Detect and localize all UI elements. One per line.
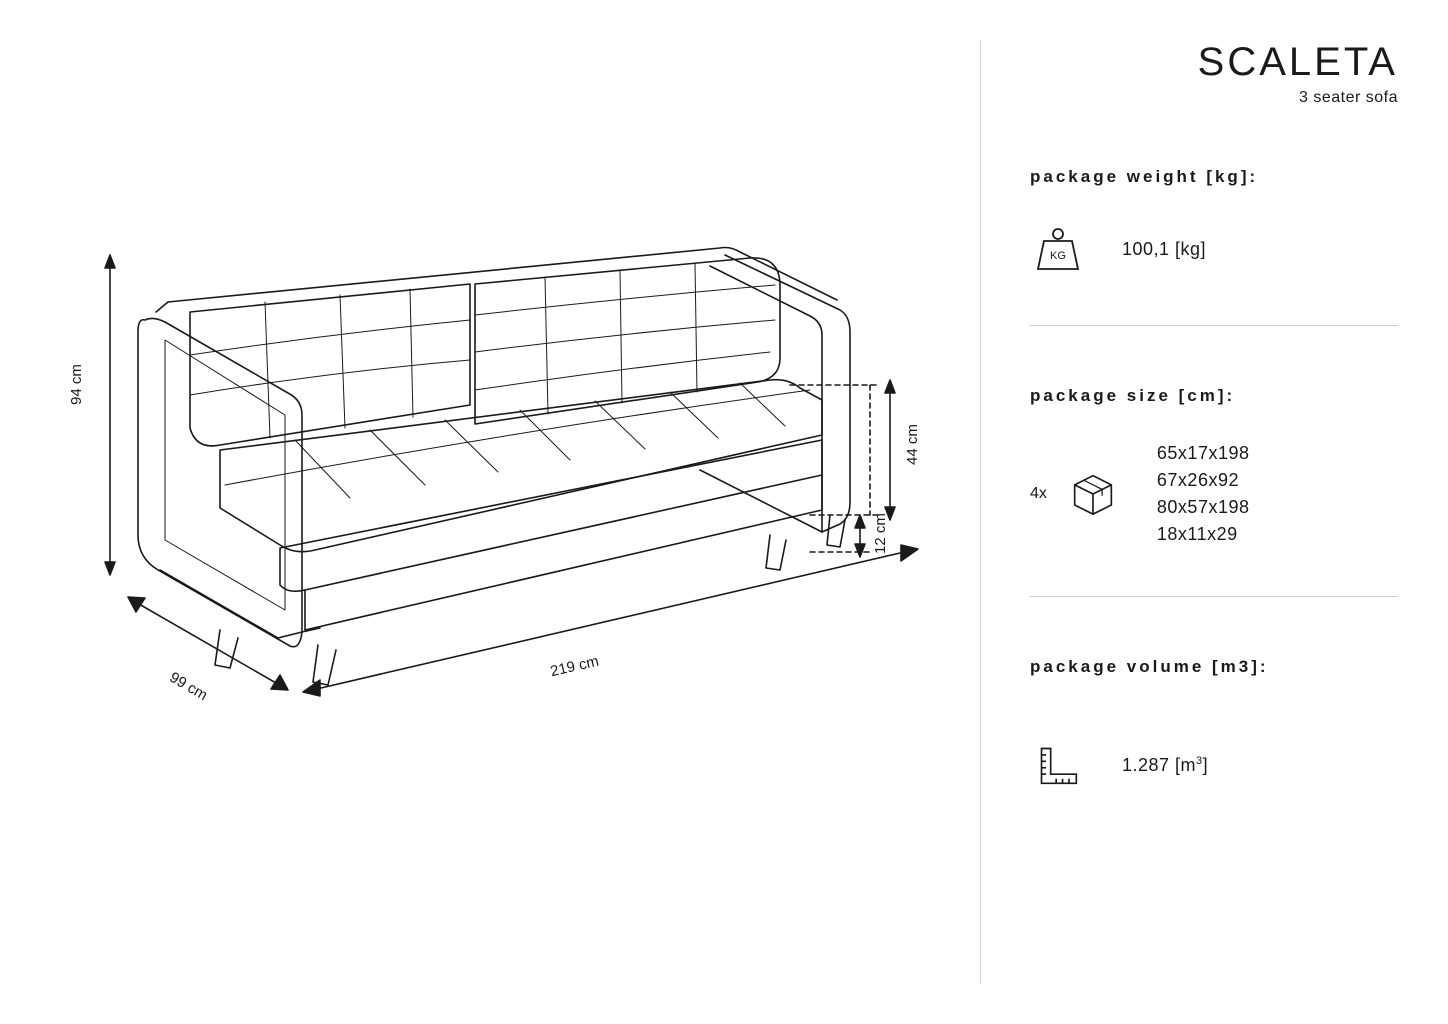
spec-weight-value: 100,1 [kg]	[1122, 239, 1206, 260]
dim-height: 94 cm	[68, 364, 85, 405]
dim-seat-height: 44 cm	[904, 424, 921, 465]
vertical-divider	[980, 40, 981, 984]
spec-size: package size [cm]: 4x 65x17x19867x26x928…	[1030, 386, 1398, 548]
spec-size-label: package size [cm]:	[1030, 386, 1398, 406]
package-size-line: 67x26x92	[1157, 467, 1250, 494]
spec-volume-value: 1.287 [m3]	[1122, 755, 1208, 776]
spec-weight: package weight [kg]: KG 100,1 [kg]	[1030, 167, 1398, 277]
svg-text:KG: KG	[1050, 250, 1066, 262]
ruler-icon	[1030, 737, 1086, 793]
dim-leg-height: 12 cm	[872, 513, 889, 554]
spec-volume-label: package volume [m3]:	[1030, 657, 1398, 677]
diagram-panel: 94 cm 99 cm 219 cm 44 cm 12 cm	[0, 0, 980, 1024]
product-title: SCALETA	[1030, 40, 1398, 85]
spec-size-values: 65x17x19867x26x9280x57x19818x11x29	[1157, 440, 1250, 548]
spec-divider	[1030, 596, 1398, 597]
weight-icon: KG	[1030, 221, 1086, 277]
spec-panel: SCALETA 3 seater sofa package weight [kg…	[980, 0, 1448, 1024]
box-icon	[1065, 466, 1121, 522]
package-count: 4x	[1030, 485, 1047, 503]
package-size-line: 80x57x198	[1157, 494, 1250, 521]
sofa-diagram: 94 cm 99 cm 219 cm 44 cm 12 cm	[70, 240, 950, 760]
spec-volume: package volume [m3]:	[1030, 657, 1398, 793]
spec-weight-label: package weight [kg]:	[1030, 167, 1398, 187]
package-size-line: 65x17x198	[1157, 440, 1250, 467]
package-size-line: 18x11x29	[1157, 521, 1250, 548]
product-subtitle: 3 seater sofa	[1030, 89, 1398, 107]
spec-divider	[1030, 325, 1398, 326]
